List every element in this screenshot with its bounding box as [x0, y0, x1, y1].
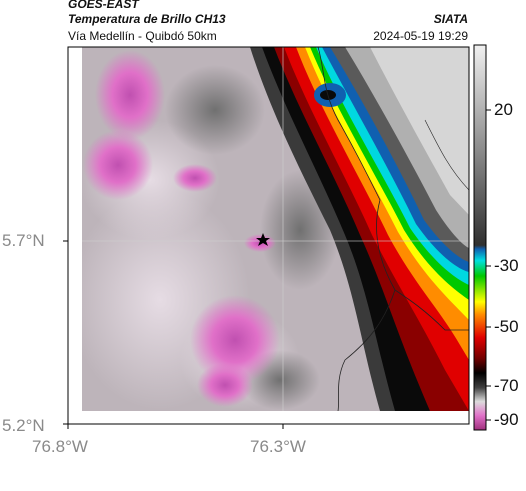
product-title: Temperatura de Brillo CH13: [68, 12, 226, 26]
satellite-image: [82, 47, 469, 411]
colorbar-tick-label: -90: [494, 410, 519, 429]
satellite-name: GOES-EAST: [68, 0, 139, 11]
colorbar-tick-label: -30: [494, 256, 519, 275]
colorbar: [473, 44, 487, 431]
colorbar-tick-label: -50: [494, 317, 519, 336]
colorbar-tick-label: 20: [494, 100, 513, 119]
source-label: SIATA: [433, 12, 468, 26]
y-tick-5-7N: 5.7°N: [2, 231, 45, 250]
y-tick-5-2N: 5.2°N: [2, 416, 45, 435]
x-tick-76-8W: 76.8°W: [32, 437, 88, 456]
region-label: Vía Medellín - Quibdó 50km: [68, 29, 217, 43]
location-marker-star-icon: [256, 233, 270, 246]
timestamp: 2024-05-19 19:29: [373, 29, 468, 43]
colorbar-tick-label: -70: [494, 376, 519, 395]
x-tick-76-3W: 76.3°W: [250, 437, 306, 456]
colorbar-ticks: [486, 109, 491, 421]
